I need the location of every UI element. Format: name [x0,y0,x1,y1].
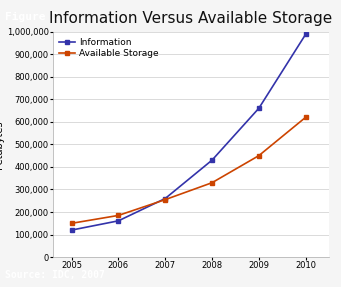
Title: Information Versus Available Storage: Information Versus Available Storage [49,11,332,26]
Available Storage [210,181,214,185]
Text: Source: IDC, 2007: Source: IDC, 2007 [5,270,105,280]
Information [163,197,167,200]
Line: Information: Information [69,32,308,232]
Available Storage [257,154,261,157]
Available Storage [163,198,167,201]
Information [303,32,308,36]
Information [210,158,214,162]
Legend: Information, Available Storage: Information, Available Storage [57,36,161,60]
Available Storage [303,116,308,119]
Available Storage [70,222,74,225]
Available Storage [116,214,120,217]
Information [257,106,261,110]
Information [70,228,74,232]
Line: Available Storage: Available Storage [69,115,308,226]
Information [116,219,120,222]
Y-axis label: Petabytes: Petabytes [0,120,4,168]
Text: Figure 2: Figure 2 [5,11,59,22]
